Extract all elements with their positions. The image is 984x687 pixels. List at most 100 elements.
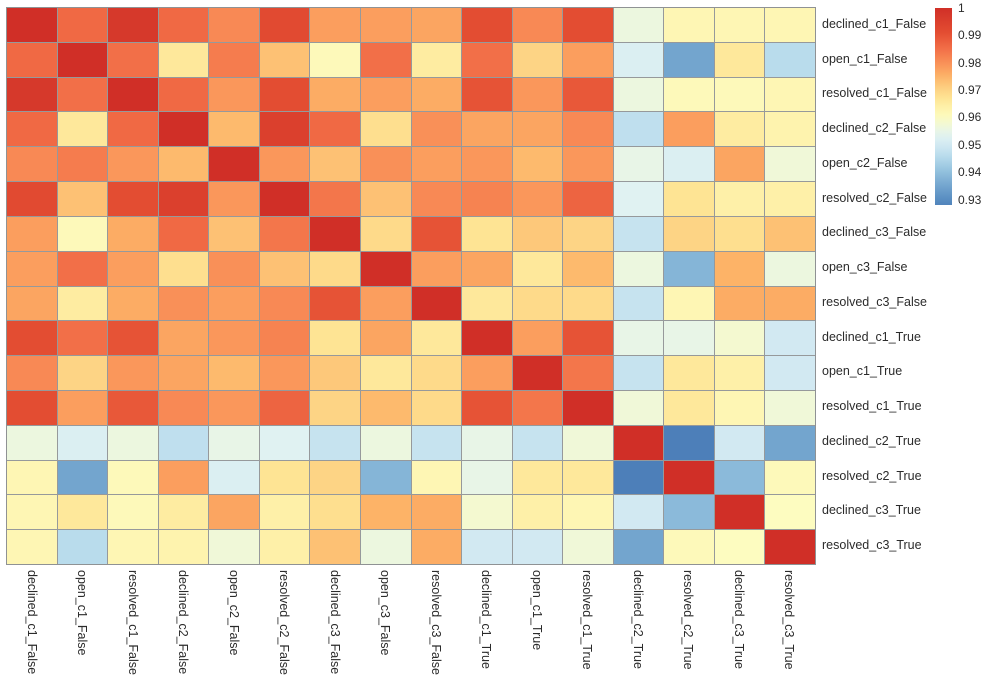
heatmap-cell	[108, 42, 158, 77]
heatmap-cell	[7, 356, 57, 390]
heatmap-cell	[512, 390, 563, 425]
heatmap-cell	[714, 356, 765, 390]
heatmap-cell	[512, 286, 563, 321]
heatmap-cell	[664, 460, 714, 495]
column-label: resolved_c1_True	[580, 570, 595, 670]
heatmap-cell	[360, 530, 411, 564]
heatmap-cell	[259, 216, 310, 251]
heatmap-cell	[765, 77, 815, 112]
heatmap-cell	[360, 182, 411, 216]
heatmap-cell	[664, 425, 714, 460]
colorbar-tick: 0.95	[958, 137, 982, 152]
row-label: declined_c1_False	[822, 16, 927, 31]
heatmap-cell	[57, 390, 108, 425]
heatmap-cell	[108, 8, 158, 42]
heatmap-cell	[259, 425, 310, 460]
heatmap-cell	[462, 182, 512, 216]
heatmap-cell	[57, 356, 108, 390]
heatmap-cell	[209, 112, 259, 147]
column-label: declined_c2_False	[176, 570, 191, 675]
heatmap-cell	[714, 42, 765, 77]
row-label: open_c3_False	[822, 260, 908, 275]
heatmap-cell	[664, 286, 714, 321]
heatmap-cell	[563, 321, 613, 356]
heatmap-cell	[411, 147, 462, 182]
heatmap-cell	[57, 216, 108, 251]
heatmap-cell	[664, 182, 714, 216]
heatmap-cell	[158, 321, 209, 356]
heatmap-cell	[209, 42, 259, 77]
heatmap-cell	[462, 112, 512, 147]
heatmap-cell	[411, 182, 462, 216]
column-label: declined_c1_True	[479, 570, 494, 669]
heatmap-cell	[714, 460, 765, 495]
column-label: open_c2_False	[226, 570, 241, 656]
column-label: resolved_c2_True	[681, 570, 696, 670]
row-label: resolved_c3_True	[822, 538, 922, 553]
heatmap-cell	[714, 147, 765, 182]
heatmap-cell	[57, 321, 108, 356]
heatmap-cell	[7, 495, 57, 530]
heatmap-cell	[310, 112, 360, 147]
heatmap-cell	[259, 390, 310, 425]
heatmap-cell	[360, 8, 411, 42]
heatmap-cell	[664, 321, 714, 356]
heatmap-cell	[462, 77, 512, 112]
heatmap-cell	[7, 77, 57, 112]
heatmap-cell	[209, 495, 259, 530]
row-label: resolved_c1_False	[822, 86, 927, 101]
heatmap-cell	[765, 460, 815, 495]
heatmap-cell	[310, 8, 360, 42]
heatmap-cell	[462, 390, 512, 425]
heatmap-cell	[714, 77, 765, 112]
heatmap-cell	[512, 460, 563, 495]
heatmap-cell	[613, 216, 664, 251]
heatmap-cell	[765, 8, 815, 42]
heatmap-cell	[411, 77, 462, 112]
heatmap-cell	[310, 182, 360, 216]
heatmap-cell	[108, 530, 158, 564]
heatmap-cell	[57, 8, 108, 42]
heatmap-cell	[7, 147, 57, 182]
heatmap-cell	[57, 147, 108, 182]
column-label: open_c1_False	[75, 570, 90, 656]
heatmap-cell	[714, 216, 765, 251]
heatmap-cell	[714, 425, 765, 460]
heatmap-cell	[259, 8, 310, 42]
colorbar-tick: 0.94	[958, 165, 982, 180]
heatmap-cell	[310, 530, 360, 564]
heatmap-cell	[108, 460, 158, 495]
heatmap-cell	[310, 77, 360, 112]
heatmap-cell	[765, 182, 815, 216]
heatmap-cell	[765, 251, 815, 286]
heatmap-cell	[310, 495, 360, 530]
colorbar-tick: 0.93	[958, 192, 982, 207]
heatmap-cell	[360, 112, 411, 147]
heatmap-cell	[259, 321, 310, 356]
heatmap-cell	[259, 356, 310, 390]
heatmap-cell	[563, 112, 613, 147]
heatmap-cell	[512, 147, 563, 182]
column-label: open_c3_False	[378, 570, 393, 656]
heatmap-cell	[158, 42, 209, 77]
heatmap-cell	[563, 147, 613, 182]
heatmap-cell	[613, 390, 664, 425]
heatmap-cell	[360, 321, 411, 356]
heatmap-cell	[108, 495, 158, 530]
heatmap-cell	[613, 321, 664, 356]
heatmap-cell	[209, 390, 259, 425]
heatmap-cell	[411, 251, 462, 286]
colorbar-tick: 0.99	[958, 28, 982, 43]
heatmap-cell	[108, 216, 158, 251]
heatmap-cell	[664, 495, 714, 530]
column-label: declined_c2_True	[630, 570, 645, 669]
heatmap-cell	[613, 425, 664, 460]
heatmap-cell	[664, 390, 714, 425]
heatmap-cell	[664, 147, 714, 182]
heatmap-cell	[310, 356, 360, 390]
heatmap-cell	[512, 182, 563, 216]
heatmap-cell	[563, 356, 613, 390]
heatmap-cell	[765, 112, 815, 147]
heatmap-cell	[158, 77, 209, 112]
heatmap-cell	[259, 77, 310, 112]
